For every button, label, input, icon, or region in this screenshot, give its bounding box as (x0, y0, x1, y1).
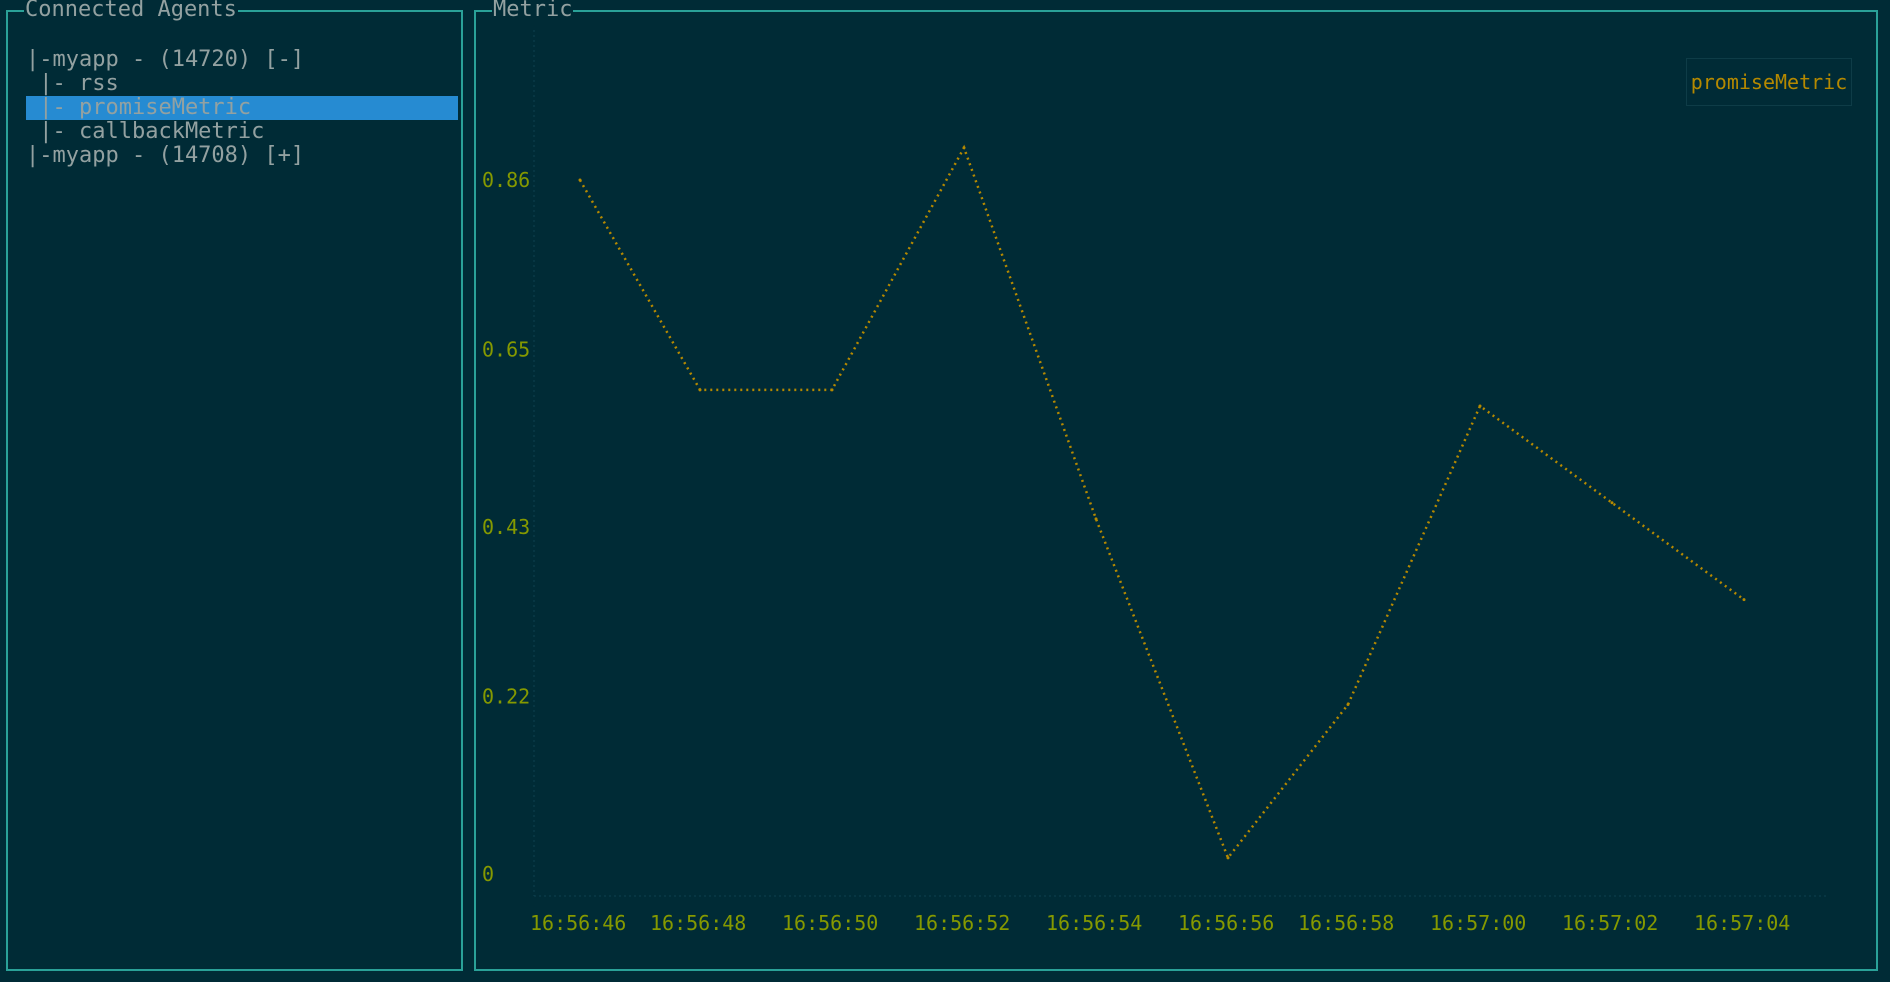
x-tick-label: 16:57:00 (1430, 911, 1526, 935)
data-point (698, 388, 702, 392)
metric-chart: 0 0.22 0.43 0.65 0.86 16:56:46 16:56:48 16:56:5… (482, 30, 1828, 935)
x-tick-label: 16:57:04 (1694, 911, 1790, 935)
series-line-promiseMetric (578, 144, 1745, 861)
chart-legend: promiseMetric (1686, 58, 1852, 106)
x-tick-label: 16:56:54 (1046, 911, 1142, 935)
agent-node-14720[interactable]: |-myapp - (14720) [-] (26, 47, 305, 72)
x-tick-label: 16:57:02 (1562, 911, 1658, 935)
data-point (830, 388, 834, 392)
metric-panel: Metric 0 0.22 0.43 0.65 0.86 16:56:46 16:56:48… (474, 0, 1878, 971)
y-tick-label: 0.86 (482, 168, 530, 192)
y-tick-label: 0.22 (482, 684, 530, 708)
x-tick-label: 16:56:56 (1178, 911, 1274, 935)
metric-item-rss[interactable]: |- rss (26, 71, 119, 96)
data-point (1742, 598, 1746, 602)
data-point (1610, 501, 1614, 505)
y-tick-label: 0.65 (482, 337, 530, 361)
x-tick-label: 16:56:58 (1298, 911, 1394, 935)
y-tick-label: 0.43 (482, 515, 530, 539)
data-point (578, 178, 582, 182)
agent-node-14708[interactable]: |-myapp - (14708) [+] (26, 143, 305, 168)
y-tick-label: 0 (482, 862, 494, 886)
connected-agents-panel: Connected Agents |-myapp - (14720) [-] |… (6, 0, 463, 971)
connected-agents-title: Connected Agents (24, 0, 238, 22)
data-point (962, 146, 966, 150)
metric-item-promisemetric[interactable]: |- promiseMetric (26, 96, 458, 120)
x-tick-label: 16:56:46 (530, 911, 626, 935)
metric-item-callbackmetric[interactable]: |- callbackMetric (26, 119, 265, 144)
data-point (1094, 517, 1098, 521)
x-tick-label: 16:56:48 (650, 911, 746, 935)
x-tick-label: 16:56:50 (782, 911, 878, 935)
agent-tree: |-myapp - (14720) [-] |- rss |- promiseM… (26, 48, 458, 168)
metric-panel-title: Metric (492, 0, 574, 22)
x-tick-label: 16:56:52 (914, 911, 1010, 935)
data-point (1346, 703, 1350, 707)
data-point (1226, 856, 1230, 860)
data-point (1478, 404, 1482, 408)
